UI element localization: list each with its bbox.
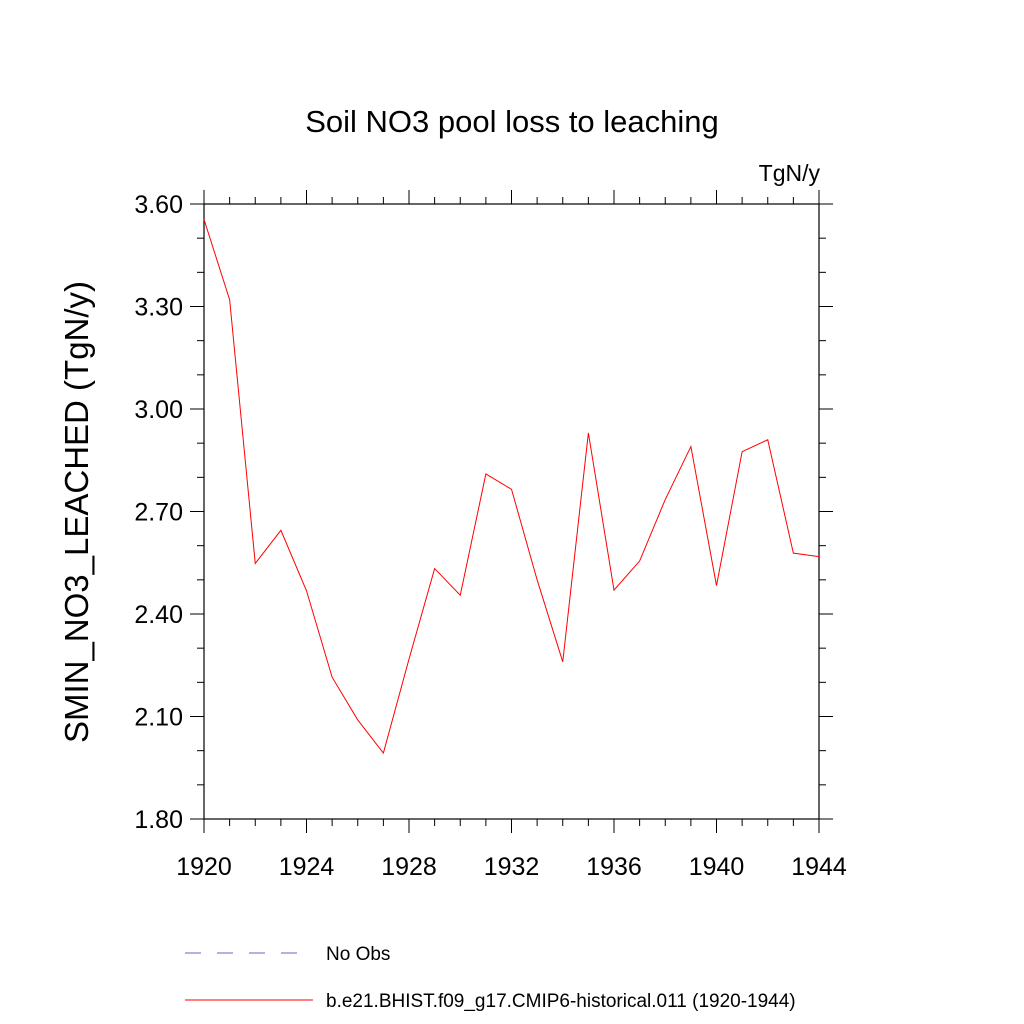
x-tick-label: 1920 <box>176 853 232 881</box>
y-tick-label: 2.70 <box>134 499 183 527</box>
legend-label: b.e21.BHIST.f09_g17.CMIP6-historical.011… <box>326 991 796 1012</box>
legend-label: No Obs <box>326 944 390 965</box>
x-tick-label: 1940 <box>689 853 745 881</box>
x-tick-label: 1932 <box>484 853 540 881</box>
series-layer <box>203 219 820 755</box>
chart-title: Soil NO3 pool loss to leaching <box>305 104 719 139</box>
tick-labels: 1920 1924 1928 1932 1936 1940 1944 1.80 2.10 2.40… <box>134 191 847 881</box>
plot-frame <box>203 203 820 820</box>
y-tick-label: 3.60 <box>134 191 183 219</box>
x-tick-label: 1924 <box>279 853 335 881</box>
series-line <box>203 219 820 755</box>
legend: No Obs b.e21.BHIST.f09_g17.CMIP6-historic… <box>185 944 796 1012</box>
y-axis-label: SMIN_NO3_LEACHED (TgN/y) <box>58 281 95 743</box>
y-tick-label: 3.30 <box>134 294 183 322</box>
y-tick-label: 3.00 <box>134 396 183 424</box>
y-tick-label: 2.40 <box>134 601 183 629</box>
x-tick-label: 1944 <box>791 853 847 881</box>
x-tick-label: 1936 <box>586 853 642 881</box>
y-tick-label: 1.80 <box>134 806 183 834</box>
y-tick-label: 2.10 <box>134 704 183 732</box>
x-tick-label: 1928 <box>381 853 437 881</box>
axis-ticks <box>190 190 833 833</box>
units-label: TgN/y <box>759 160 821 186</box>
